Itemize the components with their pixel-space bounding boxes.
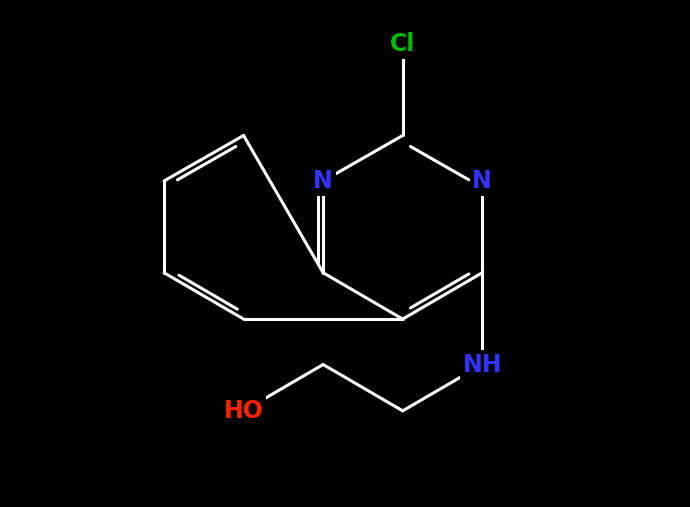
Text: Cl: Cl — [390, 32, 415, 56]
Text: HO: HO — [224, 399, 264, 423]
Text: N: N — [313, 169, 333, 193]
Text: N: N — [473, 169, 492, 193]
Text: NH: NH — [462, 352, 502, 377]
